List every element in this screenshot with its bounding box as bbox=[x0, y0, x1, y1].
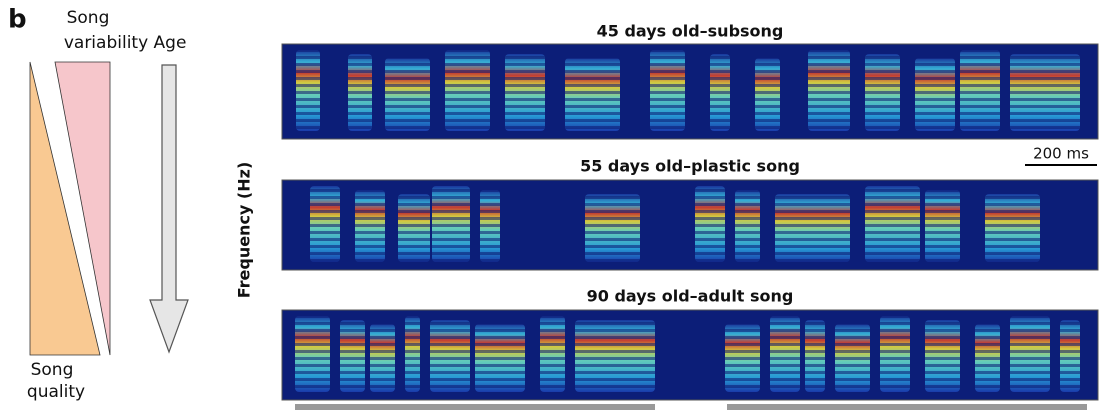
y-axis-label: Frequency (Hz) bbox=[235, 162, 254, 299]
harmonics bbox=[310, 186, 340, 262]
quality-label: quality bbox=[27, 382, 85, 402]
age-arrow bbox=[150, 65, 188, 352]
motif-bar bbox=[295, 404, 655, 410]
harmonics bbox=[695, 186, 725, 262]
harmonics bbox=[355, 190, 385, 262]
harmonics bbox=[735, 190, 760, 262]
harmonics bbox=[385, 58, 430, 131]
harmonics bbox=[575, 320, 655, 392]
harmonics bbox=[340, 320, 365, 392]
harmonics bbox=[370, 324, 395, 392]
harmonics bbox=[348, 54, 372, 131]
harmonics bbox=[398, 194, 430, 262]
harmonics bbox=[865, 54, 900, 131]
harmonics bbox=[770, 316, 800, 392]
harmonics bbox=[960, 50, 1000, 131]
quality-label: Song bbox=[31, 360, 74, 380]
spectrogram-title: 55 days old–plastic song bbox=[580, 157, 800, 176]
harmonics bbox=[865, 186, 920, 262]
harmonics bbox=[585, 194, 640, 262]
scale-bar-label: 200 ms bbox=[1033, 145, 1089, 163]
harmonics bbox=[430, 320, 470, 392]
harmonics bbox=[985, 194, 1040, 262]
harmonics bbox=[565, 58, 620, 131]
harmonics bbox=[925, 320, 960, 392]
harmonics bbox=[1060, 320, 1080, 392]
harmonics bbox=[296, 50, 320, 131]
harmonics bbox=[1010, 54, 1080, 131]
spectrograms bbox=[282, 44, 1098, 400]
harmonics bbox=[295, 316, 330, 392]
harmonics bbox=[775, 194, 850, 262]
harmonics bbox=[405, 316, 420, 392]
harmonics bbox=[755, 58, 780, 131]
harmonics bbox=[432, 186, 470, 262]
harmonics bbox=[925, 190, 960, 262]
harmonics bbox=[445, 50, 490, 131]
harmonics bbox=[505, 54, 545, 131]
spectrogram-title: 45 days old–subsong bbox=[597, 22, 784, 41]
harmonics bbox=[805, 320, 825, 392]
harmonics bbox=[650, 50, 685, 131]
motif-bar bbox=[727, 404, 1087, 410]
variability-label: variability bbox=[64, 33, 148, 53]
figure: b Song variability Age Song quality Freq… bbox=[0, 0, 1109, 413]
harmonics bbox=[475, 324, 525, 392]
harmonics bbox=[725, 324, 760, 392]
variability-label: Song bbox=[67, 8, 110, 28]
harmonics bbox=[710, 54, 730, 131]
spectrogram-title: 90 days old–adult song bbox=[587, 287, 794, 306]
age-label: Age bbox=[154, 33, 187, 53]
harmonics bbox=[975, 324, 1000, 392]
harmonics bbox=[480, 190, 500, 262]
panel-label: b bbox=[8, 5, 27, 35]
harmonics bbox=[835, 324, 870, 392]
harmonics bbox=[915, 58, 955, 131]
harmonics bbox=[808, 50, 850, 131]
harmonics bbox=[540, 316, 565, 392]
harmonics bbox=[1010, 316, 1050, 392]
harmonics bbox=[880, 316, 910, 392]
